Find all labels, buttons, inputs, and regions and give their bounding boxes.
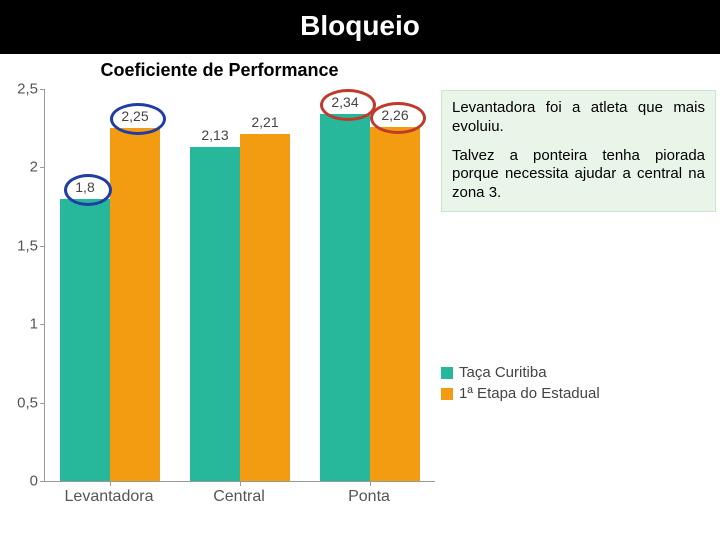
bar: 2,13 bbox=[190, 147, 240, 481]
bar-value-label: 2,25 bbox=[121, 108, 148, 124]
ytick-mark bbox=[40, 324, 45, 325]
legend-label-0: Taça Curitiba bbox=[459, 364, 547, 381]
legend-item-1: 1ª Etapa do Estadual bbox=[441, 385, 600, 402]
bar-value-label: 1,8 bbox=[75, 179, 94, 195]
legend-label-1: 1ª Etapa do Estadual bbox=[459, 385, 600, 402]
ytick-label: 1 bbox=[30, 316, 38, 333]
bar-group: 2,132,21 bbox=[190, 134, 290, 481]
slide-title: Bloqueio bbox=[300, 10, 420, 41]
bar-value-label: 2,21 bbox=[251, 114, 278, 130]
x-category-label: Ponta bbox=[348, 488, 390, 506]
bar-value-label: 2,26 bbox=[381, 107, 408, 123]
ytick-mark bbox=[40, 246, 45, 247]
chart-area: 00,511,522,5 1,82,252,132,212,342,26 bbox=[4, 89, 435, 482]
commentary-p1: Levantadora foi a atleta que mais evolui… bbox=[452, 99, 705, 137]
ytick-label: 0 bbox=[30, 473, 38, 490]
bar-group: 2,342,26 bbox=[320, 114, 420, 481]
bar: 2,34 bbox=[320, 114, 370, 481]
commentary-box: Levantadora foi a atleta que mais evolui… bbox=[441, 90, 716, 212]
commentary-p2: Talvez a ponteira tenha piorada porque n… bbox=[452, 147, 705, 203]
x-category-label: Central bbox=[213, 488, 265, 506]
x-category-label: Levantadora bbox=[65, 488, 154, 506]
legend-swatch-0 bbox=[441, 367, 453, 379]
ytick-mark bbox=[40, 167, 45, 168]
legend-item-0: Taça Curitiba bbox=[441, 364, 600, 381]
ytick-label: 2 bbox=[30, 159, 38, 176]
right-column: Levantadora foi a atleta que mais evolui… bbox=[441, 54, 716, 212]
ytick-label: 2,5 bbox=[17, 81, 38, 98]
chart-container: Coeficiente de Performance 00,511,522,5 … bbox=[4, 60, 435, 508]
content-row: Coeficiente de Performance 00,511,522,5 … bbox=[0, 54, 720, 508]
bar: 2,21 bbox=[240, 134, 290, 481]
ytick-label: 0,5 bbox=[17, 394, 38, 411]
ytick-mark bbox=[40, 403, 45, 404]
bar-value-label: 2,13 bbox=[201, 127, 228, 143]
slide-header: Bloqueio bbox=[0, 0, 720, 54]
chart-title: Coeficiente de Performance bbox=[4, 60, 435, 81]
legend: Taça Curitiba 1ª Etapa do Estadual bbox=[441, 364, 600, 406]
bar-group: 1,82,25 bbox=[60, 128, 160, 481]
x-axis-labels: Levantadora Central Ponta bbox=[44, 482, 434, 508]
bar: 1,8 bbox=[60, 199, 110, 481]
ytick-mark bbox=[40, 89, 45, 90]
bar-value-label: 2,34 bbox=[331, 94, 358, 110]
bar: 2,26 bbox=[370, 127, 420, 481]
bar: 2,25 bbox=[110, 128, 160, 481]
ytick-label: 1,5 bbox=[17, 237, 38, 254]
y-axis: 00,511,522,5 bbox=[4, 89, 44, 481]
legend-swatch-1 bbox=[441, 388, 453, 400]
plot-area: 1,82,252,132,212,342,26 bbox=[44, 89, 435, 482]
